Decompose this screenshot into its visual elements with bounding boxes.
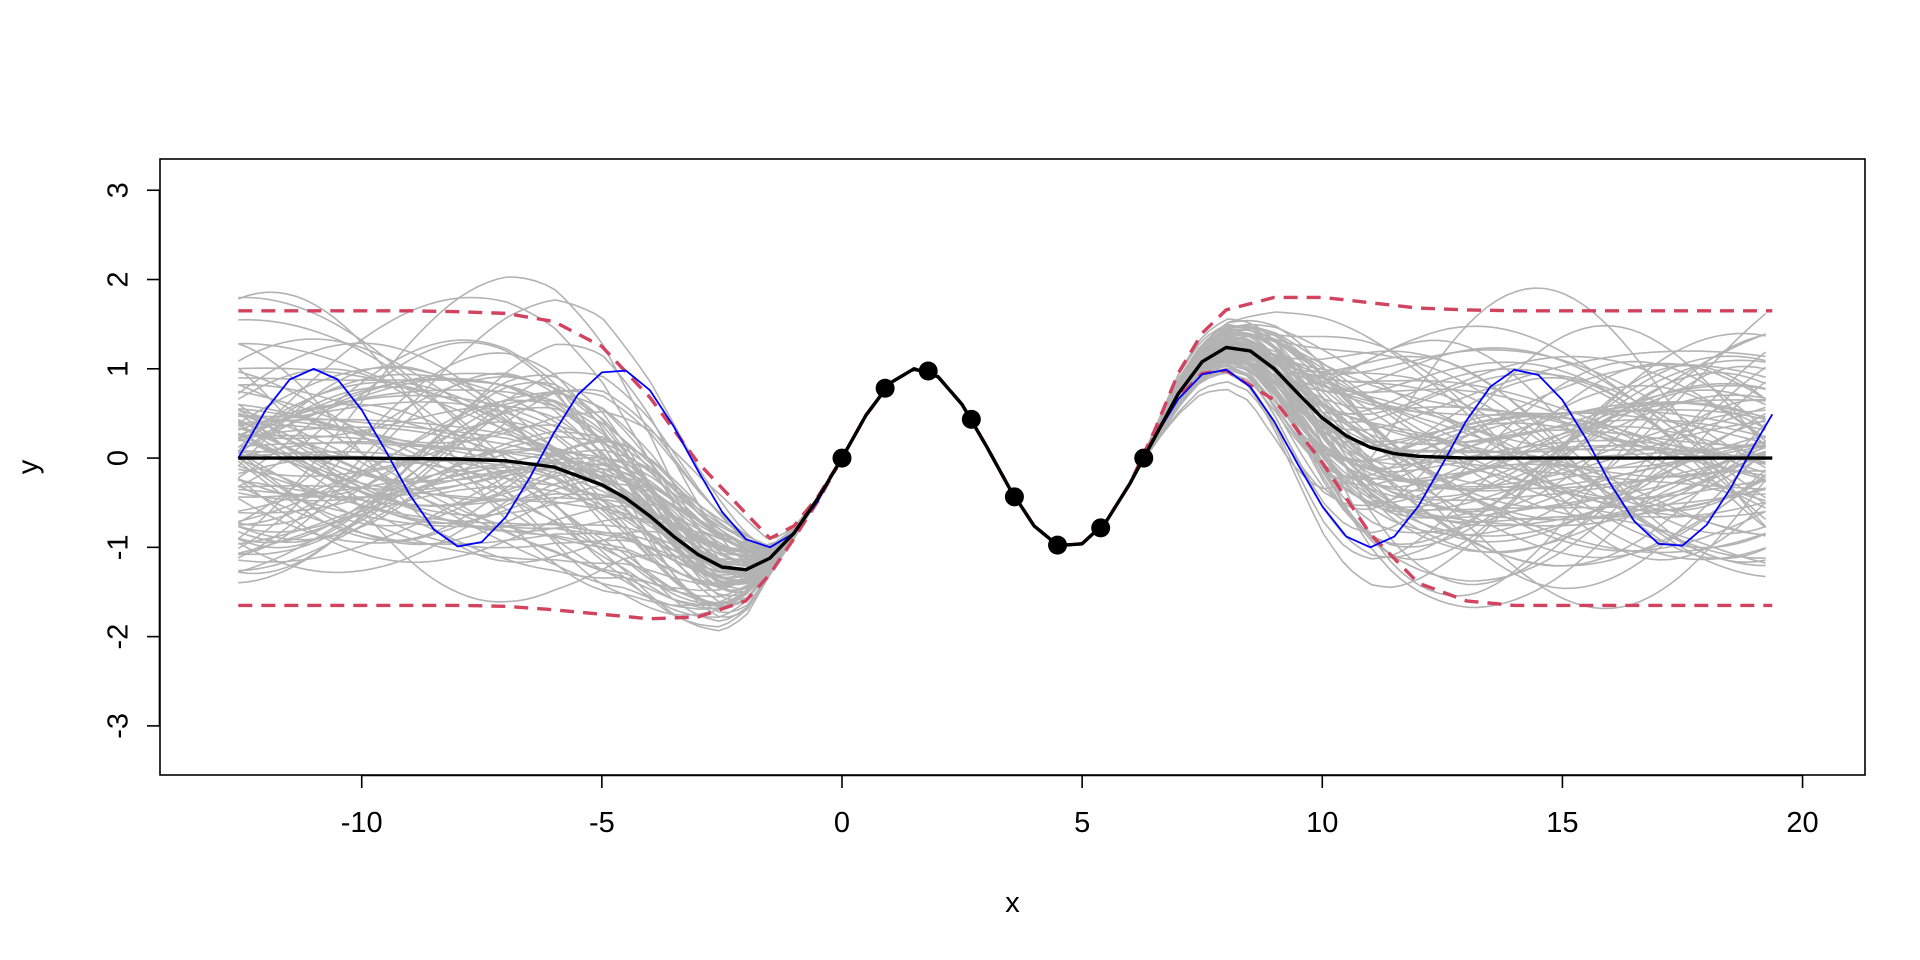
observation-point bbox=[918, 361, 938, 381]
upper-band-line bbox=[238, 295, 1773, 548]
y-tick-label: -1 bbox=[103, 534, 135, 560]
y-tick-label: 2 bbox=[103, 271, 135, 287]
x-tick-label: 10 bbox=[1306, 807, 1338, 839]
observation-point bbox=[875, 378, 895, 398]
x-tick-label: -5 bbox=[589, 807, 615, 839]
y-axis-title: y bbox=[13, 459, 45, 474]
observation-point bbox=[1091, 518, 1111, 538]
y-tick-label: 0 bbox=[103, 450, 135, 466]
y-tick-label: 1 bbox=[103, 361, 135, 377]
observation-point bbox=[1004, 487, 1024, 507]
observation-point bbox=[1048, 535, 1068, 555]
observation-points bbox=[832, 361, 1154, 555]
x-tick-label: 15 bbox=[1546, 807, 1578, 839]
x-tick-label: 0 bbox=[834, 807, 850, 839]
y-tick-label: -2 bbox=[103, 624, 135, 650]
observation-point bbox=[832, 448, 852, 468]
x-tick-label: 5 bbox=[1074, 807, 1090, 839]
y-tick-label: -3 bbox=[103, 713, 135, 739]
posterior-mean-layer bbox=[238, 345, 1773, 572]
observation-point bbox=[1134, 448, 1154, 468]
x-axis-title: x bbox=[1005, 887, 1020, 919]
observation-point bbox=[961, 409, 981, 429]
sample-curve bbox=[237, 325, 1766, 601]
x-tick-label: -10 bbox=[341, 807, 383, 839]
y-tick-label: 3 bbox=[103, 182, 135, 198]
x-axis: -10 -5 0 5 10 15 20 bbox=[341, 774, 1819, 839]
x-tick-label: 20 bbox=[1786, 807, 1818, 839]
y-axis: -3 -2 -1 0 1 2 3 bbox=[103, 182, 161, 739]
posterior-mean-line bbox=[238, 345, 1773, 572]
posterior-sample-curves bbox=[237, 276, 1767, 632]
